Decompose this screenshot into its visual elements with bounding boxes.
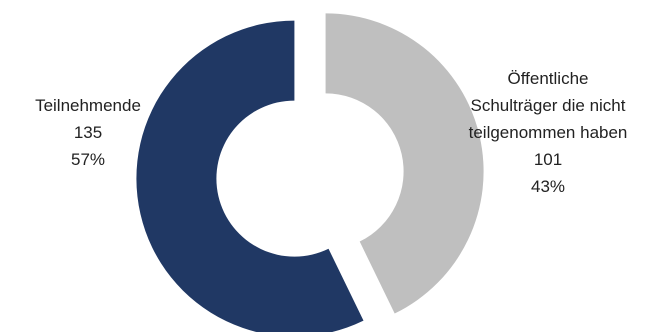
- slice-label-line3-nicht-teilgenommen: teilgenommen haben: [469, 123, 628, 142]
- slice-label-teilnehmende: Teilnehmende: [35, 96, 141, 115]
- slice-value-teilnehmende: 135: [74, 123, 102, 142]
- slice-label-line1-nicht-teilgenommen: Öffentliche: [508, 69, 589, 88]
- slice-nicht-teilgenommen: [325, 13, 484, 314]
- slice-percent-teilnehmende: 57%: [71, 150, 105, 169]
- slice-teilnehmende: [136, 20, 364, 332]
- slice-value-nicht-teilgenommen: 101: [534, 150, 562, 169]
- slice-percent-nicht-teilgenommen: 43%: [531, 177, 565, 196]
- slice-label-line2-nicht-teilgenommen: Schulträger die nicht: [471, 96, 626, 115]
- slices-group: [136, 13, 484, 332]
